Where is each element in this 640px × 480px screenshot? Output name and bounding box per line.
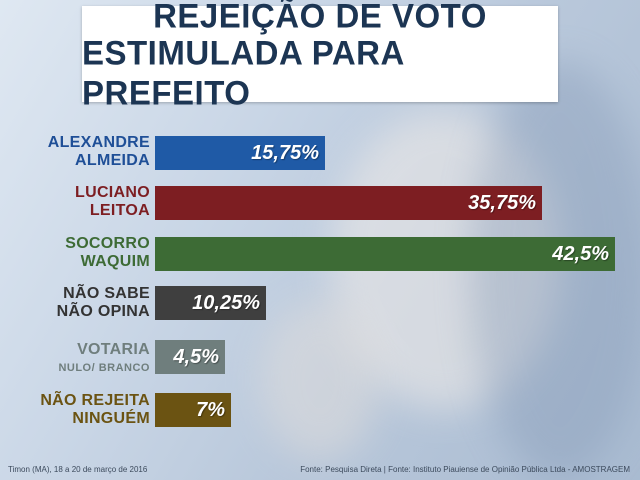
category-label-line: VOTARIA <box>77 341 150 358</box>
chart-title-line-1: REJEIÇÃO DE VOTO <box>153 0 487 35</box>
category-label-alexandre-almeida: ALEXANDRE ALMEIDA <box>10 134 150 170</box>
category-label-luciano-leitoa: LUCIANO LEITOA <box>10 184 150 220</box>
data-label: 42,5% <box>552 242 609 265</box>
bar-votaria-nulo: 4,5% <box>155 340 225 374</box>
category-label-line: NINGUÉM <box>72 410 150 427</box>
footer-source: Fonte: Pesquisa Direta | Fonte: Institut… <box>300 465 630 474</box>
data-label: 10,25% <box>192 291 260 314</box>
category-label-line: NULO/ BRANCO <box>58 362 150 374</box>
data-label: 4,5% <box>173 345 219 368</box>
category-label-nao-rejeita: NÃO REJEITA NINGUÉM <box>10 392 150 428</box>
chart-title-box: REJEIÇÃO DE VOTO ESTIMULADA PARA PREFEIT… <box>82 0 558 112</box>
category-label-line: NÃO SABE <box>63 285 150 302</box>
data-label: 35,75% <box>468 191 536 214</box>
category-label-socorro-waquim: SOCORRO WAQUIM <box>10 235 150 271</box>
category-label-line: NÃO REJEITA <box>40 392 150 409</box>
category-label-line: SOCORRO <box>65 235 150 252</box>
bar-socorro-waquim: 42,5% <box>155 237 615 271</box>
background-shape <box>260 300 380 460</box>
category-label-nao-sabe: NÃO SABE NÃO OPINA <box>10 285 150 321</box>
bar-nao-rejeita: 7% <box>155 393 231 427</box>
category-label-votaria-nulo: VOTARIA NULO/ BRANCO <box>10 341 150 377</box>
category-label-line: ALEXANDRE <box>47 134 150 151</box>
chart-title-line-2: ESTIMULADA PARA PREFEITO <box>82 33 404 112</box>
footer-date: Timon (MA), 18 a 20 de março de 2016 <box>8 465 148 474</box>
category-label-line: LUCIANO <box>75 184 150 201</box>
category-label-line: LEITOA <box>89 202 150 219</box>
category-label-line: WAQUIM <box>80 253 150 270</box>
category-label-line: ALMEIDA <box>75 152 150 169</box>
bar-alexandre-almeida: 15,75% <box>155 136 325 170</box>
category-label-line: NÃO OPINA <box>56 303 150 320</box>
data-label: 15,75% <box>251 141 319 164</box>
bar-nao-sabe: 10,25% <box>155 286 266 320</box>
bar-luciano-leitoa: 35,75% <box>155 186 542 220</box>
data-label: 7% <box>196 398 225 421</box>
